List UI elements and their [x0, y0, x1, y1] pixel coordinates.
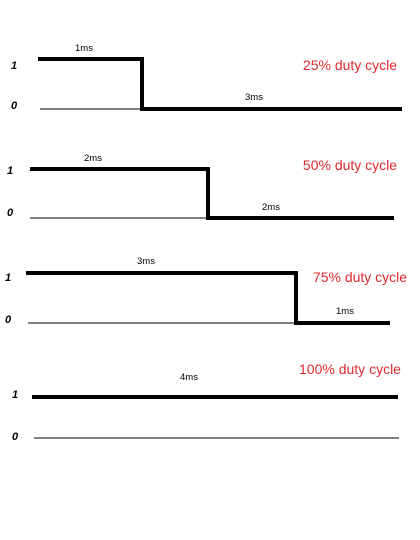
waveform-75-percent: 1 0 3ms 1ms 75% duty cycle	[5, 256, 407, 326]
high-duration-label: 1ms	[75, 43, 93, 54]
waveform-50-percent: 1 0 2ms 2ms 50% duty cycle	[7, 153, 397, 220]
signal-trace	[38, 57, 402, 111]
low-duration-label: 2ms	[262, 202, 280, 213]
level-high-label: 1	[5, 272, 11, 284]
level-low-label: 0	[7, 207, 14, 219]
level-low-label: 0	[5, 314, 12, 326]
level-high-label: 1	[11, 60, 17, 72]
high-duration-label: 2ms	[84, 153, 102, 164]
signal-trace	[30, 167, 394, 220]
duty-cycle-caption: 25% duty cycle	[303, 57, 397, 73]
level-low-label: 0	[11, 100, 18, 112]
level-high-label: 1	[12, 389, 18, 401]
level-low-label: 0	[12, 431, 19, 443]
low-duration-label: 3ms	[245, 92, 263, 103]
high-duration-label: 4ms	[180, 372, 198, 383]
waveform-100-percent: 1 0 4ms 100% duty cycle	[12, 361, 401, 443]
level-high-label: 1	[7, 165, 13, 177]
low-duration-label: 1ms	[336, 306, 354, 317]
duty-cycle-caption: 75% duty cycle	[313, 269, 407, 285]
high-duration-label: 3ms	[137, 256, 155, 267]
duty-cycle-caption: 100% duty cycle	[299, 361, 401, 377]
duty-cycle-caption: 50% duty cycle	[303, 157, 397, 173]
signal-trace	[26, 271, 390, 325]
waveform-25-percent: 1 0 1ms 3ms 25% duty cycle	[11, 43, 402, 112]
